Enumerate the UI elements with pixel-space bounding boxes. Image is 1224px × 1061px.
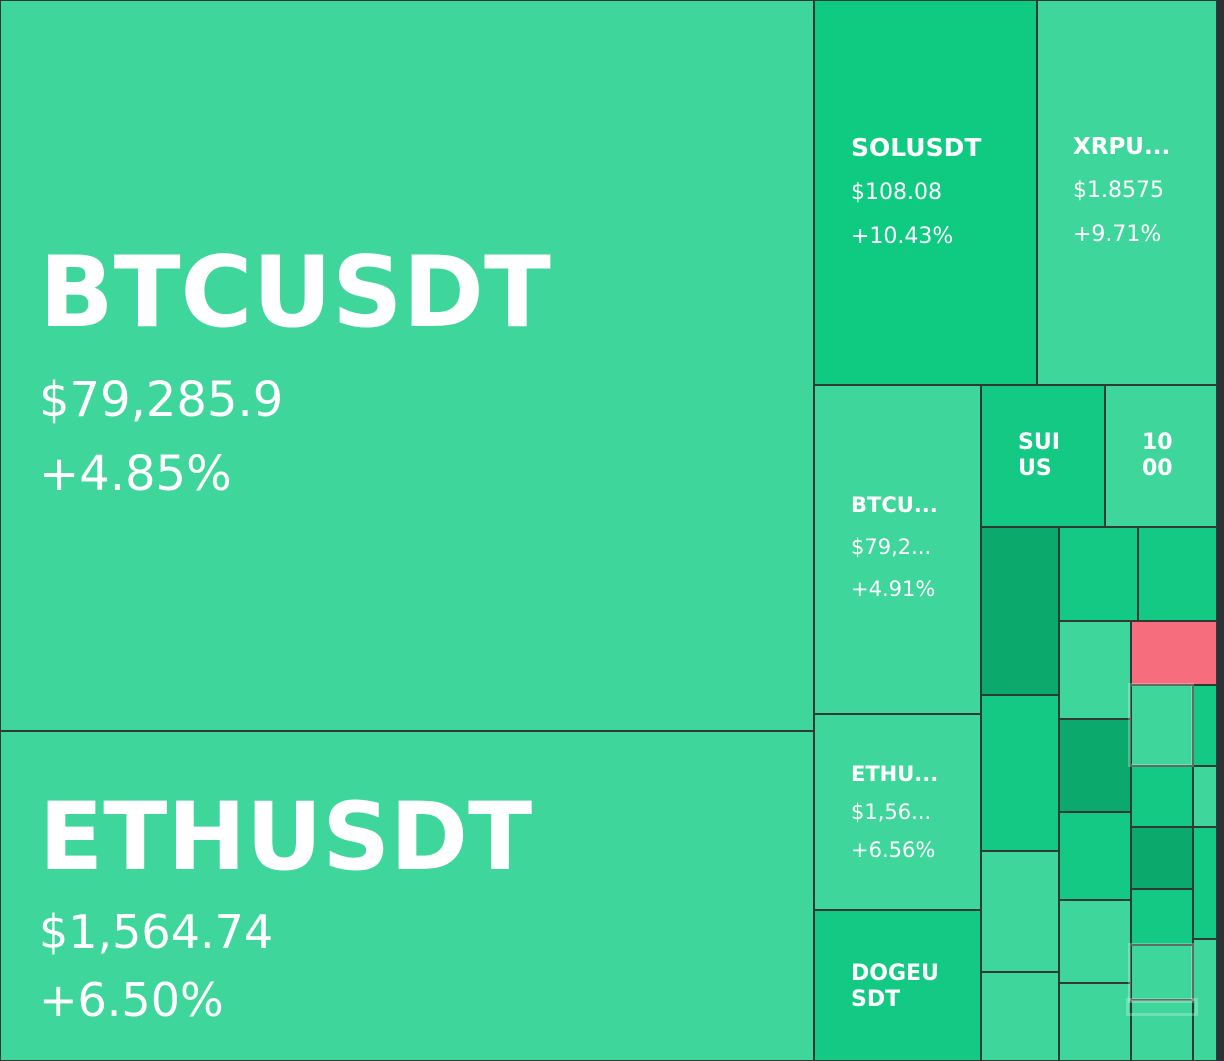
tile-change: +4.91% (851, 577, 936, 601)
tile-change: +4.85% (39, 446, 232, 502)
treemap-tile-small[interactable] (1131, 685, 1193, 766)
treemap-tile-small[interactable] (981, 527, 1059, 695)
treemap-tile-btcusdt[interactable]: BTCUSDT $79,285.9 +4.85% (0, 0, 814, 731)
treemap-tile-small[interactable] (1131, 766, 1193, 827)
tile-price: $108.08 (851, 180, 942, 205)
treemap-tile-small[interactable] (1131, 889, 1193, 945)
treemap-tile-small[interactable] (1193, 685, 1217, 766)
treemap-tile-ethusdc[interactable]: ETHU... $1,56... +6.56% (814, 714, 981, 910)
tile-symbol: ETHU... (851, 762, 939, 786)
tile-price: $1,56... (851, 800, 932, 824)
tile-symbol: DOGEUSDT (851, 961, 939, 1012)
treemap-tile-small[interactable] (1131, 827, 1193, 889)
treemap-tile-suiusdt[interactable]: SUIUS (981, 385, 1105, 527)
treemap-tile-xrpusdt[interactable]: XRPU... $1.8575 +9.71% (1037, 0, 1217, 385)
treemap-tile-small[interactable] (1059, 719, 1131, 812)
tile-symbol: SUIUS (1018, 430, 1060, 481)
treemap-tile-small[interactable] (1059, 621, 1131, 719)
treemap-tile-dogeusdt[interactable]: DOGEUSDT (814, 910, 981, 1061)
treemap-tile-down[interactable] (1131, 621, 1217, 685)
tile-symbol: ETHUSDT (39, 783, 533, 892)
treemap-tile-small[interactable] (1059, 900, 1131, 983)
treemap-tile-small[interactable] (1059, 812, 1131, 900)
treemap-tile-small[interactable] (1131, 945, 1193, 1000)
tile-price: $1,564.74 (39, 905, 274, 959)
tile-change: +6.50% (39, 973, 224, 1027)
treemap-tile-small[interactable] (1138, 527, 1217, 621)
treemap-tile-small[interactable] (981, 851, 1059, 972)
tile-price: $79,2... (851, 535, 932, 559)
treemap-tile-small[interactable] (1059, 983, 1131, 1061)
treemap-tile-small[interactable] (1193, 766, 1217, 827)
tile-change: +9.71% (1073, 222, 1162, 247)
treemap-tile-small[interactable] (1193, 827, 1217, 939)
treemap-tile-small[interactable] (1059, 527, 1138, 621)
tile-price: $79,285.9 (39, 372, 284, 428)
treemap-tile-small[interactable] (981, 972, 1059, 1061)
treemap-tile-small[interactable] (1193, 939, 1217, 1061)
treemap-tile-ethusdt[interactable]: ETHUSDT $1,564.74 +6.50% (0, 731, 814, 1061)
tile-symbol: BTCUSDT (39, 236, 551, 350)
tile-change: +10.43% (851, 224, 954, 249)
tile-symbol: XRPU... (1073, 134, 1171, 160)
tile-change: +6.56% (851, 838, 936, 862)
treemap-tile-small[interactable] (1131, 1000, 1193, 1061)
treemap-tile-solusdt[interactable]: SOLUSDT $108.08 +10.43% (814, 0, 1037, 385)
tile-symbol: 1000 (1142, 430, 1173, 481)
treemap-tile-btcusdc[interactable]: BTCU... $79,2... +4.91% (814, 385, 981, 714)
tile-symbol: BTCU... (851, 493, 938, 517)
treemap-tile-1000[interactable]: 1000 (1105, 385, 1217, 527)
treemap-tile-small[interactable] (981, 695, 1059, 851)
tile-symbol: SOLUSDT (851, 133, 982, 162)
tile-price: $1.8575 (1073, 178, 1164, 203)
